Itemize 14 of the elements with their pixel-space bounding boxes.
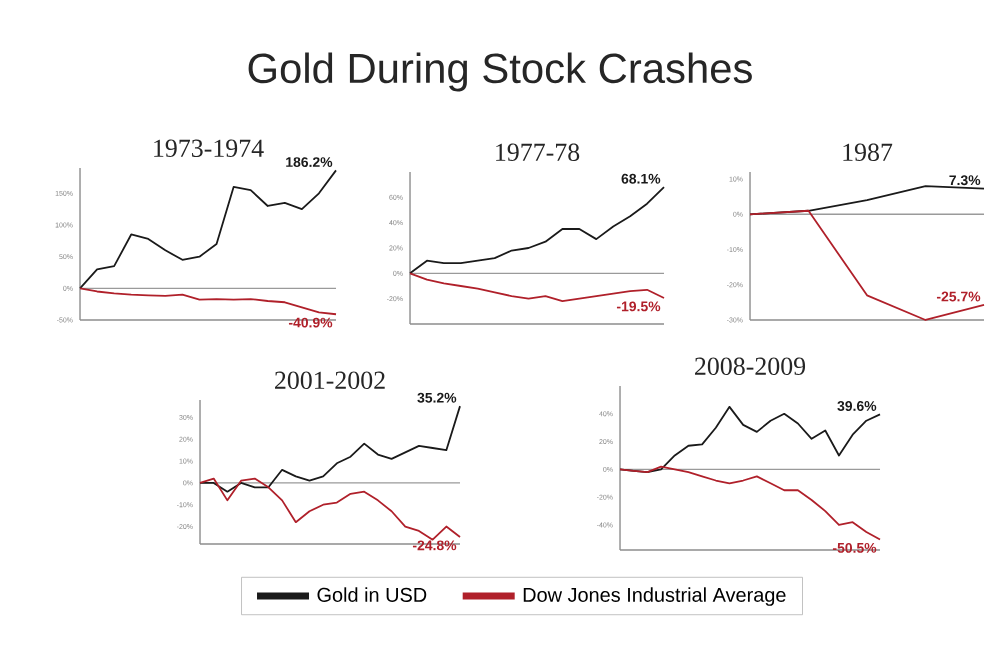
line-series	[79, 169, 337, 290]
chart-title: 2001-2002	[275, 371, 385, 389]
legend-label: Dow Jones Industrial Average	[523, 587, 786, 606]
line-series	[79, 287, 337, 316]
line-series	[409, 186, 665, 275]
chart-title: 2008-2009	[695, 357, 806, 375]
line-series	[409, 272, 665, 303]
chart-title: 1987	[843, 143, 893, 161]
text: Gold During Stock Crashes	[248, 52, 752, 92]
legend-label: Gold in USD	[317, 587, 427, 602]
chart-title: 1977-78	[496, 143, 580, 161]
line-series	[619, 465, 881, 541]
line-series	[199, 405, 461, 493]
chart-title: 1973-1974	[154, 139, 264, 157]
